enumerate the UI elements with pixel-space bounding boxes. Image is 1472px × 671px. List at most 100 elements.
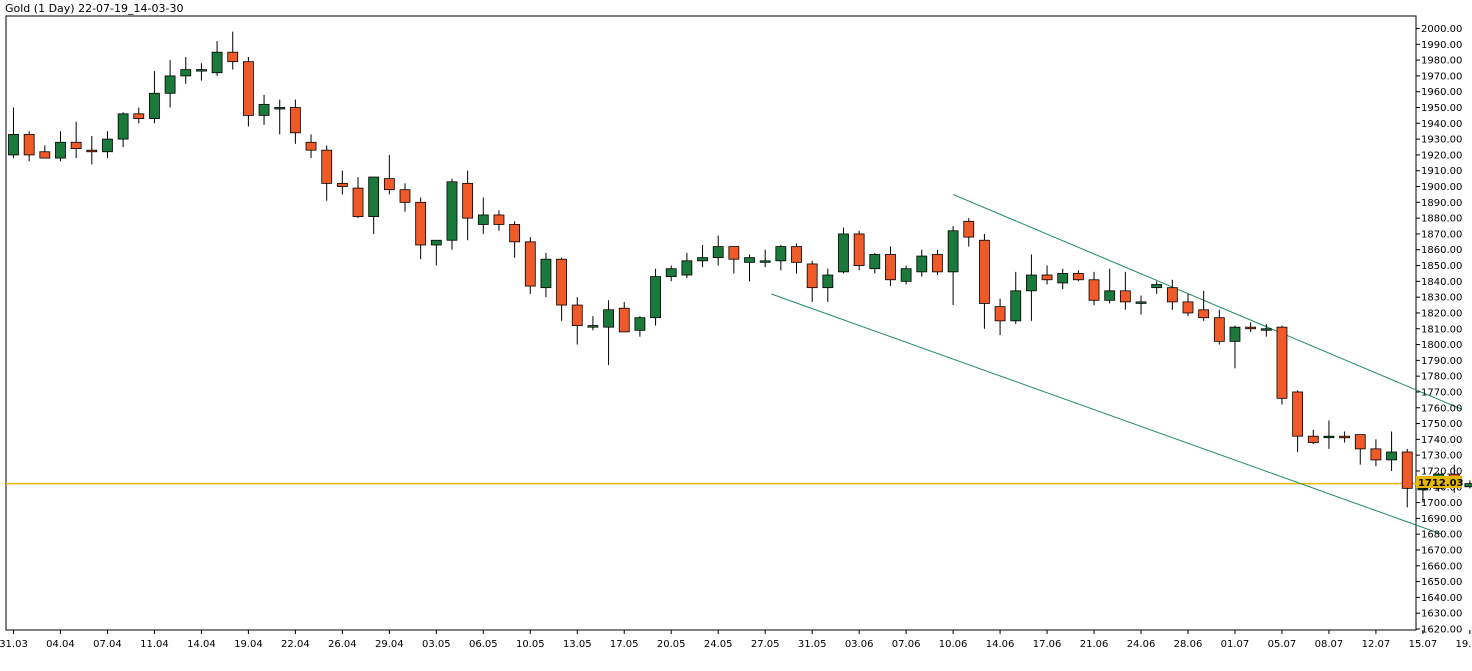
- y-tick-label: 1810.00: [1421, 324, 1462, 335]
- candle-body-up: [838, 233, 849, 273]
- x-tick-label: 31.03: [0, 639, 28, 650]
- x-tick-label: 21.06: [1080, 639, 1109, 650]
- candle-body-down: [415, 201, 427, 246]
- y-tick-label: 1770.00: [1421, 387, 1462, 398]
- candle-body-down: [1307, 435, 1319, 443]
- candle-body-up: [446, 181, 458, 241]
- candle: [1292, 390, 1304, 453]
- candle: [775, 244, 787, 271]
- candle-body-up: [477, 214, 489, 225]
- candle-body-down: [1354, 434, 1366, 450]
- candle: [242, 56, 254, 127]
- candle-body-up: [102, 138, 113, 153]
- x-tick-label: 17.05: [610, 639, 639, 650]
- candle-body-up: [196, 69, 207, 72]
- y-tick-label: 1950.00: [1421, 103, 1462, 114]
- candle-body-down: [305, 141, 317, 151]
- candle-body-up: [681, 260, 693, 276]
- candle-body-down: [399, 189, 411, 203]
- x-tick-label: 26.04: [328, 639, 357, 650]
- candle: [368, 176, 380, 234]
- candle-body-down: [994, 306, 1006, 322]
- candle: [1386, 431, 1397, 471]
- candle-body-down: [1119, 290, 1131, 303]
- candle: [211, 41, 223, 76]
- candle-body-up: [164, 75, 176, 94]
- candle-body-down: [728, 246, 740, 260]
- candle-body-down: [86, 149, 98, 153]
- candle: [1119, 271, 1131, 310]
- candle: [1370, 439, 1382, 467]
- candle-body-up: [180, 69, 192, 77]
- candle: [618, 301, 630, 333]
- candle: [23, 131, 35, 162]
- x-tick-label: 24.06: [1127, 639, 1156, 650]
- candle-body-down: [289, 107, 301, 134]
- candle: [994, 298, 1006, 336]
- candle-body-up: [1135, 301, 1147, 304]
- candle-body-down: [1292, 391, 1304, 437]
- candle: [180, 56, 192, 84]
- candle: [838, 227, 849, 274]
- candle-body-up: [665, 268, 677, 278]
- candle: [1323, 420, 1335, 449]
- candle: [305, 134, 317, 159]
- candle: [102, 131, 113, 159]
- candle: [1354, 434, 1366, 465]
- candle: [462, 170, 474, 241]
- plot-area: [5, 15, 1417, 631]
- x-tick-label: 04.04: [46, 639, 75, 650]
- candle: [869, 252, 881, 274]
- x-tick-label: 10.06: [939, 639, 968, 650]
- candle-body-up: [744, 257, 755, 263]
- candle-body-down: [321, 149, 333, 184]
- candle: [1229, 325, 1241, 369]
- x-tick-label: 29.04: [375, 639, 404, 650]
- candle-body-up: [1010, 290, 1022, 322]
- x-tick-label: 24.05: [704, 639, 733, 650]
- y-tick-label: 1920.00: [1421, 150, 1462, 161]
- candle-body-down: [1401, 451, 1413, 489]
- candle: [634, 316, 646, 337]
- candle-body-up: [258, 103, 270, 116]
- candle: [196, 63, 207, 81]
- candle: [885, 246, 896, 287]
- upper-channel-line: [952, 193, 1463, 410]
- candle: [399, 183, 411, 212]
- y-tick-label: 1640.00: [1421, 593, 1462, 604]
- candle-body-up: [117, 113, 129, 140]
- candle-body-up: [1323, 435, 1335, 439]
- x-tick-label: 12.07: [1362, 639, 1391, 650]
- y-tick-label: 1890.00: [1421, 198, 1462, 209]
- candle: [477, 197, 489, 234]
- y-tick-label: 1690.00: [1421, 514, 1462, 525]
- candle: [1276, 325, 1288, 405]
- candle: [1182, 293, 1194, 317]
- x-tick-label: 03.05: [422, 639, 451, 650]
- candle-body-up: [149, 92, 160, 119]
- y-tick-label: 1980.00: [1421, 56, 1462, 67]
- candle: [336, 170, 348, 195]
- candle-body-down: [1041, 274, 1053, 281]
- y-tick-label: 1720.00: [1421, 466, 1462, 477]
- y-tick-label: 1850.00: [1421, 261, 1462, 272]
- candle: [258, 94, 270, 125]
- candle-body-up: [55, 141, 66, 159]
- candle-body-up: [947, 230, 959, 273]
- candle-body-down: [885, 254, 896, 281]
- candle: [697, 244, 708, 268]
- candle-body-up: [712, 246, 724, 259]
- candle: [39, 145, 51, 159]
- y-tick-label: 1990.00: [1421, 40, 1462, 51]
- y-tick-label: 1880.00: [1421, 214, 1462, 225]
- candle-body-up: [1104, 290, 1116, 301]
- x-tick-label: 14.04: [187, 639, 216, 650]
- candle-body-up: [869, 254, 881, 270]
- chart-title: Gold (1 Day) 22-07-19_14-03-30: [5, 2, 183, 15]
- candle-body-down: [963, 220, 975, 238]
- candle-body-up: [587, 325, 599, 328]
- y-axis: 2000.00 1990.00 1980.00 1970.00 1960.00 1950.…: [1416, 24, 1462, 636]
- candle-body-down: [556, 258, 567, 306]
- current-price-label: 1712.03: [1418, 478, 1464, 489]
